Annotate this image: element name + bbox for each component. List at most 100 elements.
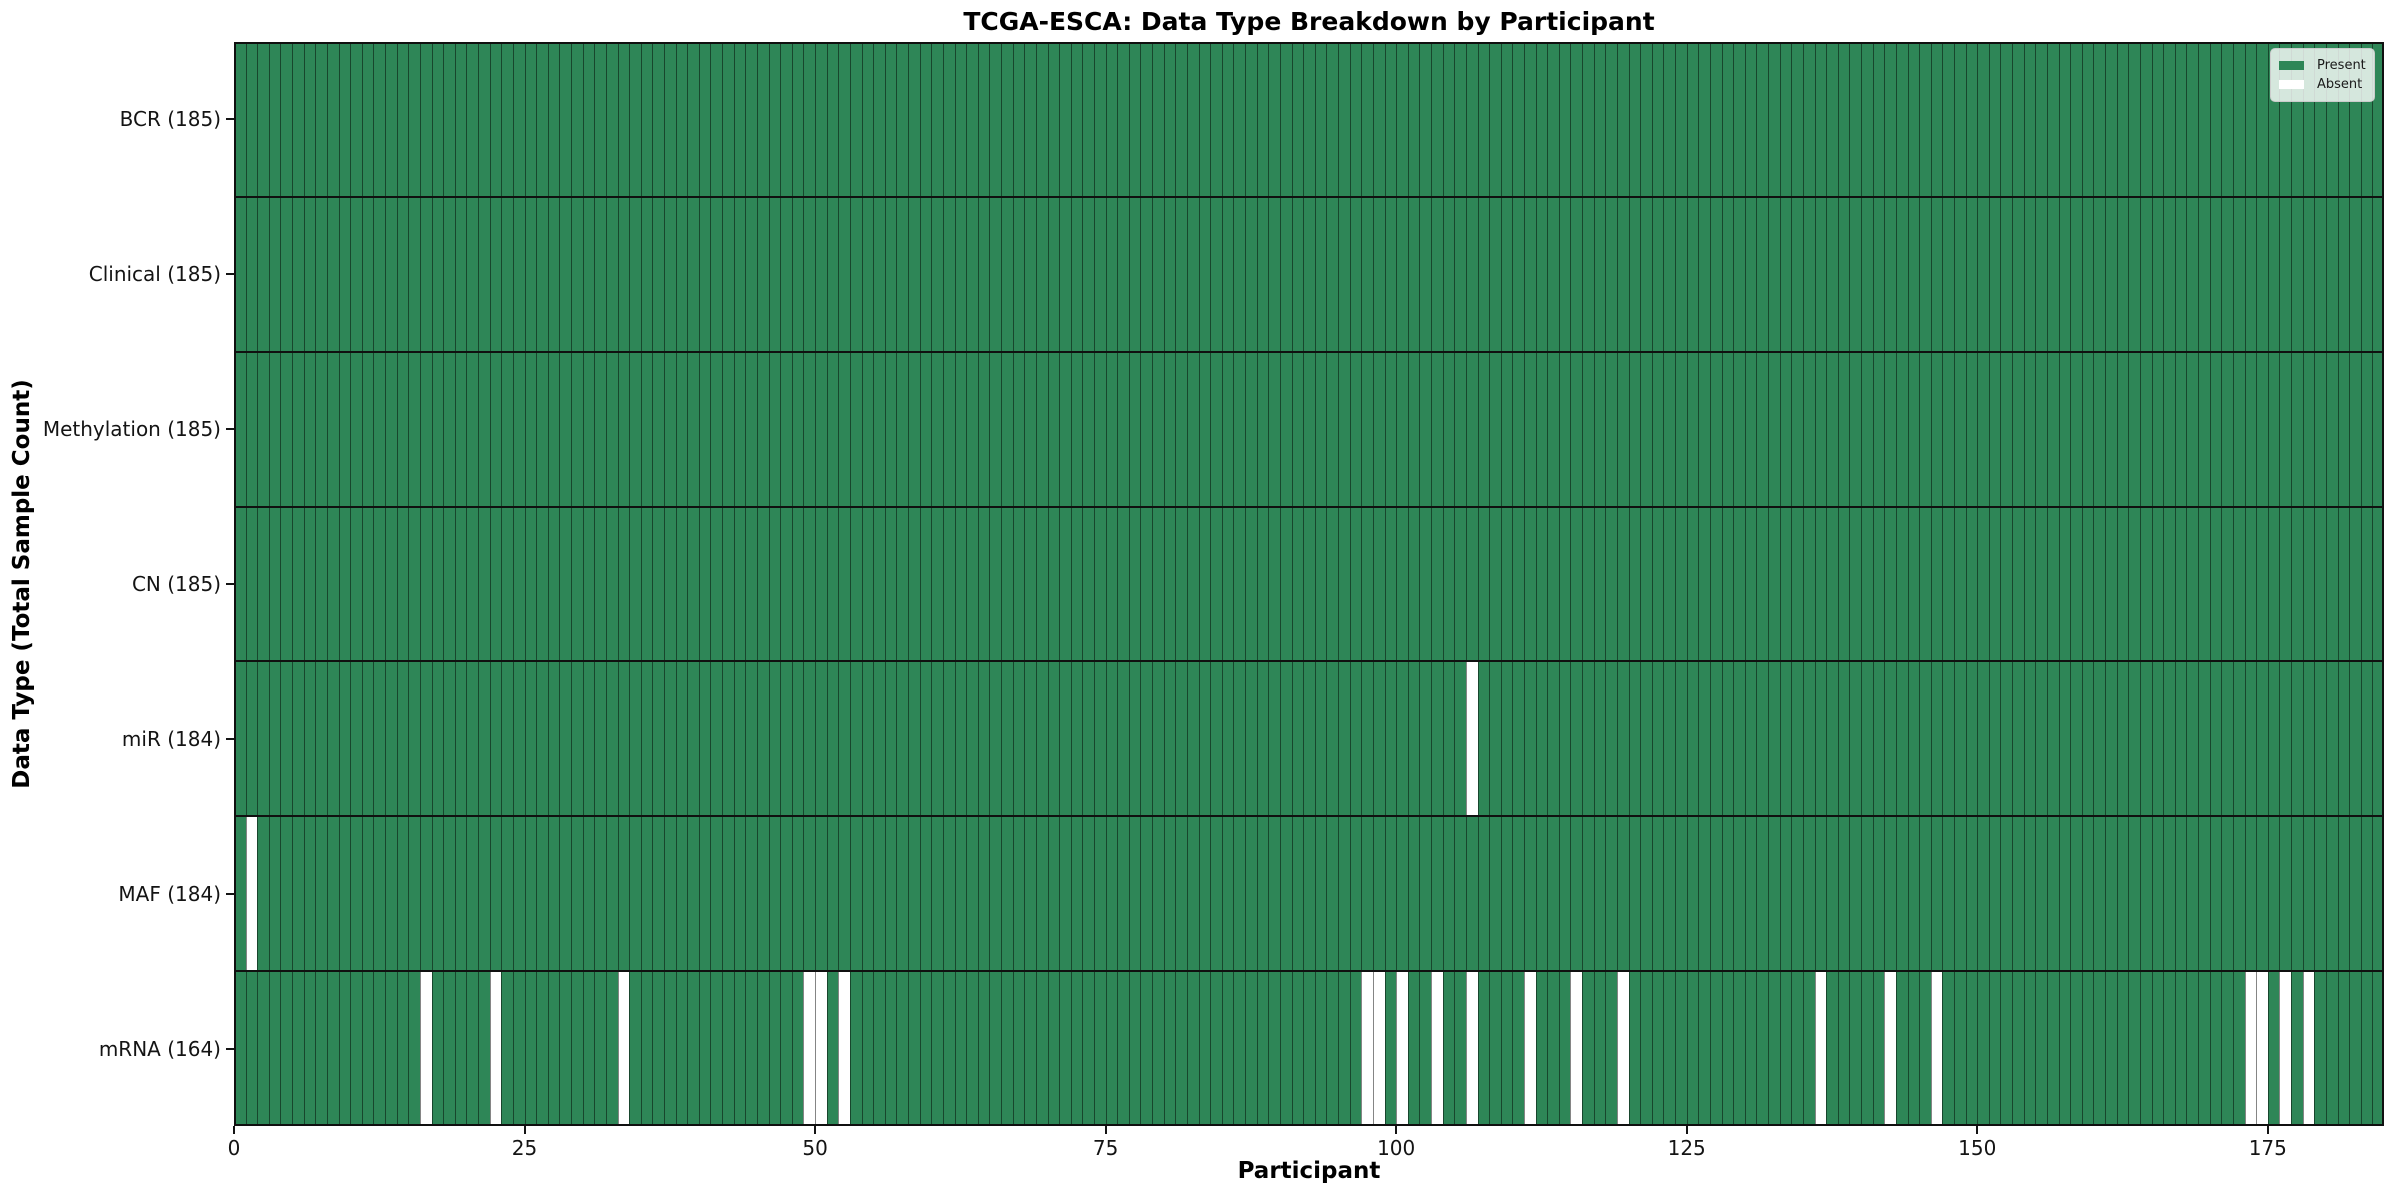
- gridline: [977, 42, 979, 1126]
- absent-cell: [1884, 971, 1896, 1126]
- gridline: [1675, 42, 1677, 1126]
- gridline: [2174, 42, 2176, 1126]
- gridline: [756, 42, 758, 1126]
- gridline: [2256, 42, 2258, 1126]
- row-boundary-line: [234, 195, 2384, 198]
- gridline: [466, 42, 468, 1126]
- x-tick-mark: [233, 1126, 235, 1134]
- gridline: [849, 42, 851, 1126]
- absent-cell: [1616, 971, 1629, 1126]
- gridline: [1012, 42, 1014, 1126]
- row-boundary-line: [234, 660, 2384, 663]
- y-tick-label: miR (184): [121, 726, 221, 751]
- gridline: [1419, 42, 1421, 1126]
- gridline: [385, 42, 387, 1126]
- gridline: [257, 42, 259, 1126]
- x-tick-label: 125: [1667, 1136, 1706, 1160]
- gridline: [373, 42, 375, 1126]
- gridline: [733, 42, 735, 1126]
- gridline: [954, 42, 956, 1126]
- legend: Present Absent: [2270, 48, 2375, 102]
- legend-entry-present: Present: [2279, 56, 2366, 75]
- y-tick-label: BCR (185): [119, 107, 221, 132]
- y-tick-label: CN (185): [131, 572, 221, 596]
- y-tick-mark: [226, 892, 234, 895]
- gridline: [1768, 42, 1770, 1126]
- gridline: [1582, 42, 1584, 1126]
- gridline: [2105, 42, 2107, 1126]
- row-boundary-line: [234, 815, 2384, 818]
- gridline: [1442, 42, 1444, 1126]
- gridline: [1349, 42, 1351, 1126]
- gridline: [791, 42, 793, 1126]
- gridline: [1047, 42, 1049, 1126]
- absent-cell: [2244, 971, 2257, 1126]
- gridline: [536, 42, 538, 1126]
- gridline: [1500, 42, 1502, 1126]
- gridline: [1245, 42, 1247, 1126]
- gridline: [942, 42, 944, 1126]
- gridline: [501, 42, 503, 1126]
- gridline: [1861, 42, 1863, 1126]
- gridline: [745, 42, 747, 1126]
- gridline: [2314, 42, 2316, 1126]
- gridline: [1291, 42, 1293, 1126]
- heatmap-row: [234, 351, 2384, 507]
- gridline: [1826, 42, 1828, 1126]
- gridline: [2302, 42, 2304, 1126]
- gridline: [408, 42, 410, 1126]
- gridline: [1221, 42, 1223, 1126]
- gridline: [2198, 42, 2200, 1126]
- gridline: [884, 42, 886, 1126]
- gridline: [1082, 42, 1084, 1126]
- gridline: [524, 42, 526, 1126]
- gridline: [2163, 42, 2165, 1126]
- gridline: [431, 42, 433, 1126]
- legend-swatch-present-icon: [2279, 61, 2304, 70]
- heatmap-row: [234, 196, 2384, 352]
- legend-label-present: Present: [2317, 58, 2366, 73]
- gridline: [1779, 42, 1781, 1126]
- gridline: [1465, 42, 1467, 1126]
- gridline: [1605, 42, 1607, 1126]
- heatmap-row: [234, 506, 2384, 662]
- y-tick-label: Clinical (185): [88, 262, 221, 287]
- gridline: [1105, 42, 1107, 1126]
- gridline: [1698, 42, 1700, 1126]
- heatmap-row: [234, 971, 2384, 1126]
- x-tick-mark: [814, 1126, 817, 1134]
- x-tick-label: 50: [802, 1136, 828, 1160]
- gridline: [1884, 42, 1886, 1126]
- gridline: [1186, 42, 1188, 1126]
- gridline: [2000, 42, 2002, 1126]
- gridline: [559, 42, 561, 1126]
- gridline: [280, 42, 282, 1126]
- gridline: [1663, 42, 1665, 1126]
- gridline: [1338, 42, 1340, 1126]
- x-axis-label: Participant: [1237, 1158, 1381, 1184]
- gridline: [1686, 42, 1688, 1126]
- gridline: [582, 42, 584, 1126]
- gridline: [1396, 42, 1398, 1126]
- gridline: [1279, 42, 1281, 1126]
- x-tick-label: 75: [1092, 1136, 1119, 1160]
- gridline: [1175, 42, 1177, 1126]
- gridline: [664, 42, 665, 1126]
- y-tick-mark: [226, 583, 234, 585]
- gridline: [1035, 42, 1037, 1126]
- gridline: [2023, 42, 2025, 1126]
- absent-cell: [1431, 971, 1443, 1126]
- absent-cell: [838, 971, 850, 1126]
- y-tick-mark: [226, 273, 234, 276]
- absent-cell: [419, 971, 432, 1126]
- gridline: [966, 42, 968, 1126]
- gridline: [652, 42, 654, 1126]
- gridline: [2337, 42, 2339, 1126]
- gridline: [861, 42, 863, 1126]
- gridline: [1872, 42, 1874, 1126]
- gridline: [1744, 42, 1746, 1126]
- absent-cell: [617, 971, 630, 1126]
- gridline: [768, 42, 770, 1126]
- x-tick-mark: [1976, 1126, 1979, 1134]
